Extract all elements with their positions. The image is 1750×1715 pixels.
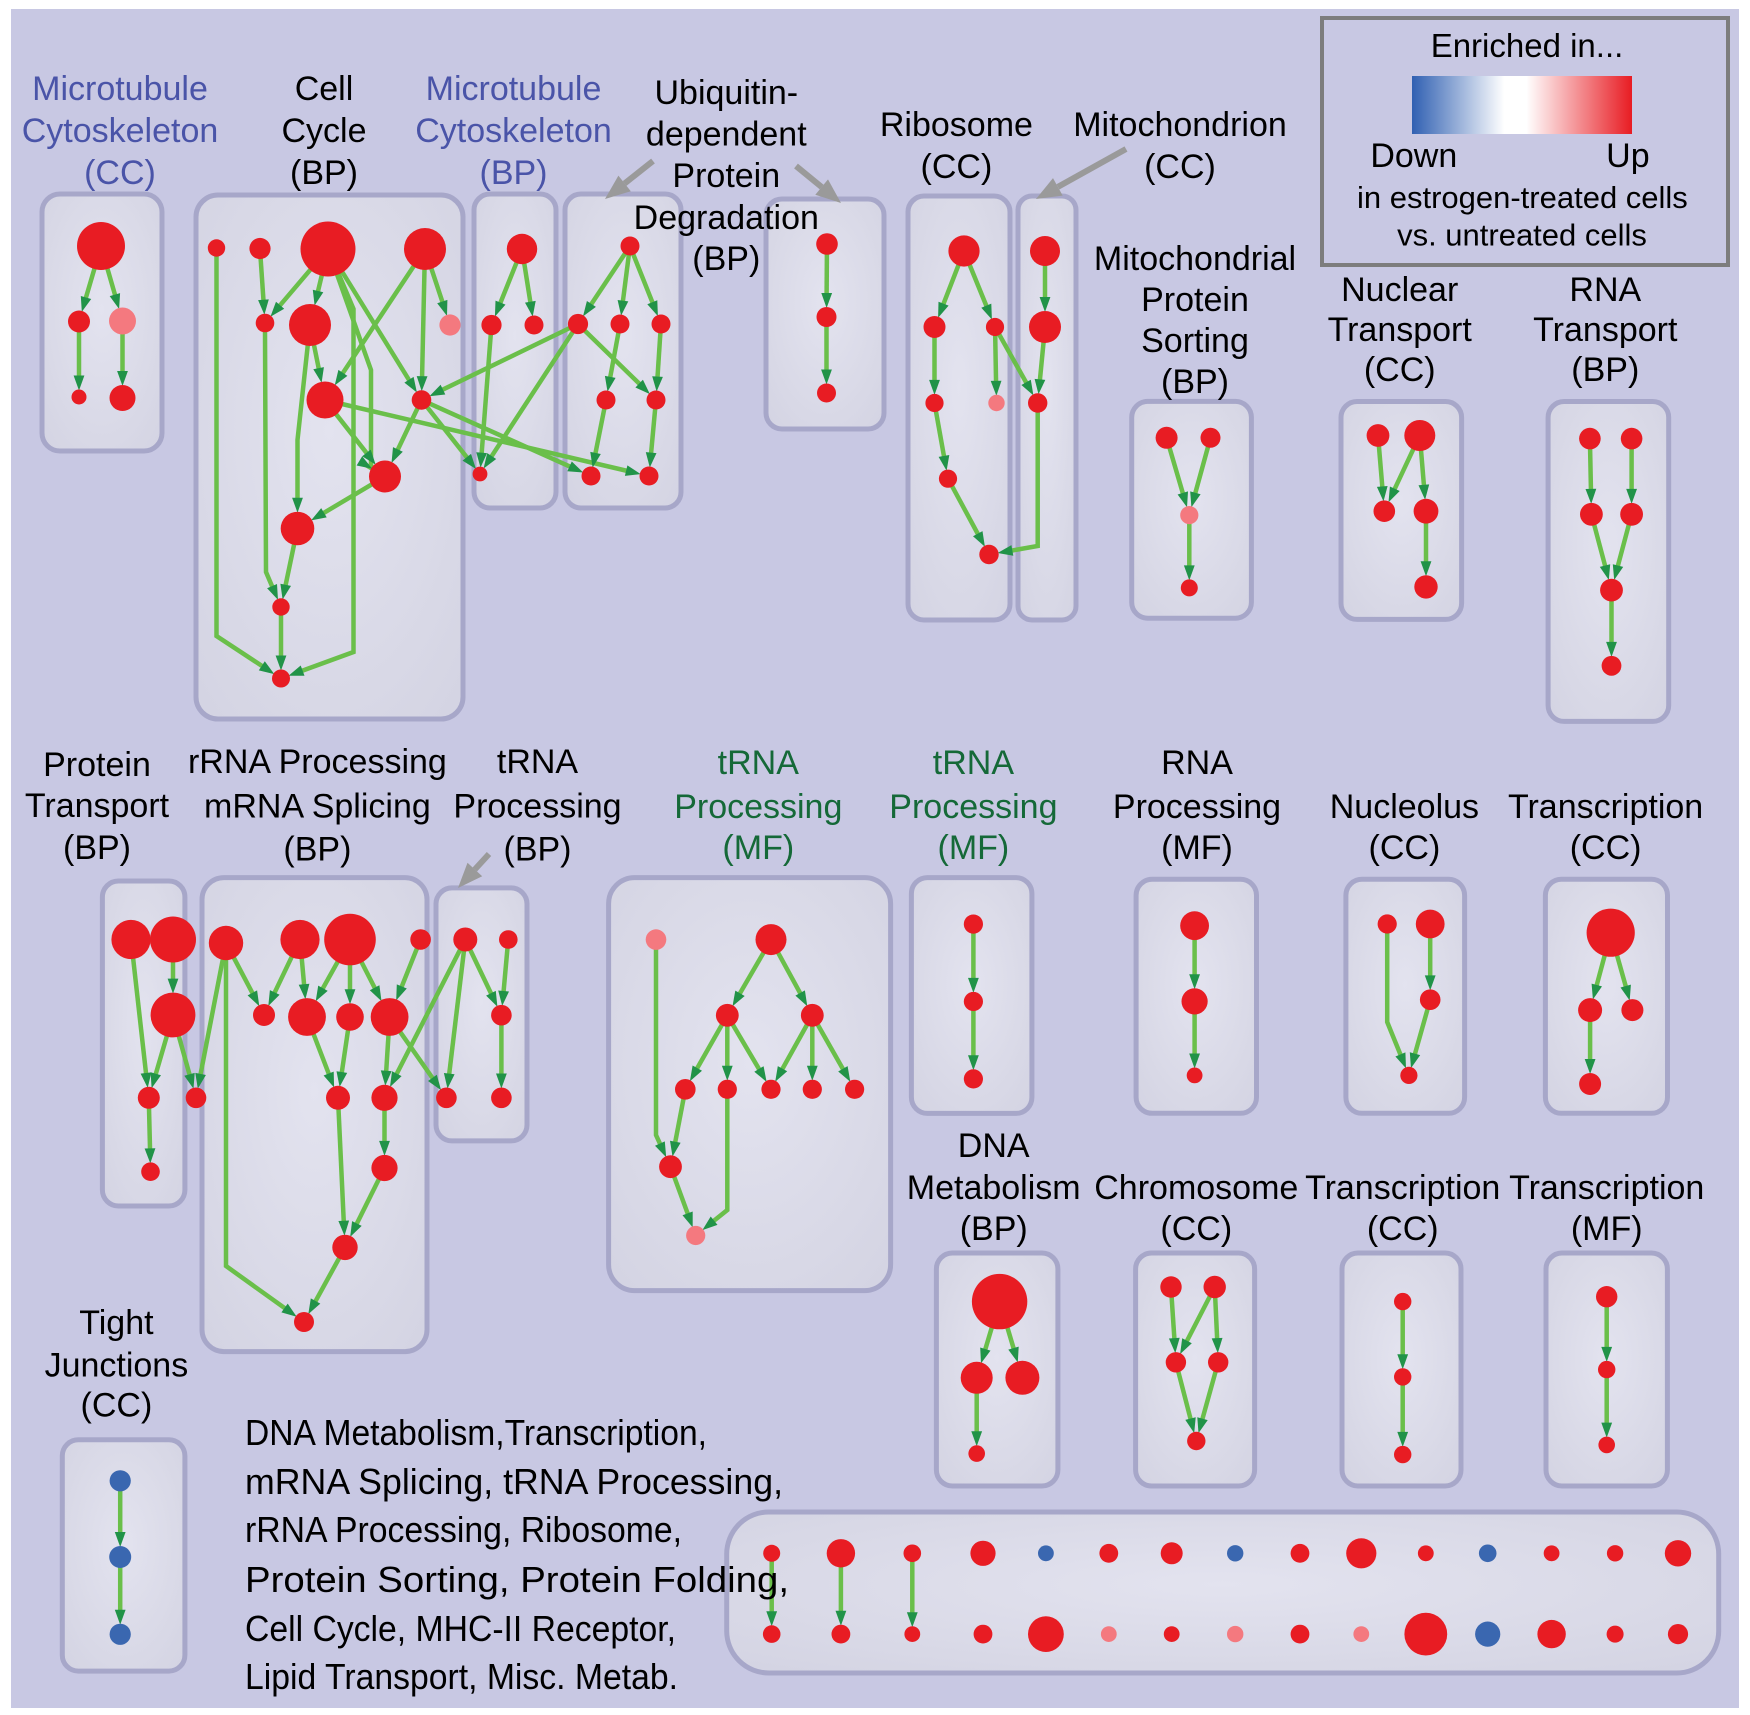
svg-text:Down: Down bbox=[1370, 137, 1457, 175]
svg-text:(CC): (CC) bbox=[921, 148, 993, 186]
svg-text:Protein Sorting, Protein Foldi: Protein Sorting, Protein Folding, bbox=[245, 1559, 789, 1600]
svg-text:Processing: Processing bbox=[453, 787, 621, 825]
svg-text:tRNA: tRNA bbox=[718, 744, 800, 782]
svg-text:rRNA Processing: rRNA Processing bbox=[188, 743, 447, 781]
svg-text:Cycle: Cycle bbox=[281, 112, 366, 150]
svg-text:Microtubule: Microtubule bbox=[32, 70, 208, 108]
svg-text:(MF): (MF) bbox=[1571, 1210, 1643, 1248]
svg-text:Processing: Processing bbox=[674, 788, 842, 826]
svg-text:Degradation: Degradation bbox=[634, 199, 819, 237]
svg-text:DNA: DNA bbox=[958, 1127, 1030, 1165]
svg-text:Metabolism: Metabolism bbox=[907, 1169, 1081, 1207]
svg-text:(BP): (BP) bbox=[960, 1210, 1028, 1248]
svg-text:(BP): (BP) bbox=[290, 154, 358, 192]
svg-text:Transport: Transport bbox=[25, 787, 170, 825]
svg-text:Processing: Processing bbox=[889, 788, 1057, 826]
svg-text:mRNA Splicing, tRNA Processing: mRNA Splicing, tRNA Processing, bbox=[245, 1461, 783, 1502]
svg-text:Cell: Cell bbox=[295, 70, 354, 108]
svg-text:in estrogen-treated cells: in estrogen-treated cells bbox=[1357, 180, 1688, 215]
svg-text:Processing: Processing bbox=[1113, 788, 1281, 826]
svg-text:(BP): (BP) bbox=[692, 240, 760, 278]
svg-text:(BP): (BP) bbox=[63, 829, 131, 867]
svg-text:RNA: RNA bbox=[1161, 744, 1233, 782]
svg-text:(CC): (CC) bbox=[1160, 1210, 1232, 1248]
svg-text:(MF): (MF) bbox=[938, 829, 1010, 867]
svg-text:Sorting: Sorting bbox=[1141, 322, 1249, 360]
svg-text:(CC): (CC) bbox=[1367, 1210, 1439, 1248]
svg-text:Ubiquitin-: Ubiquitin- bbox=[654, 74, 798, 112]
svg-text:(BP): (BP) bbox=[480, 154, 548, 192]
svg-text:Transcription: Transcription bbox=[1305, 1169, 1500, 1207]
svg-text:Up: Up bbox=[1606, 137, 1649, 175]
svg-text:Mitochondrial: Mitochondrial bbox=[1094, 240, 1296, 278]
svg-text:Microtubule: Microtubule bbox=[426, 70, 602, 108]
svg-text:Chromosome: Chromosome bbox=[1094, 1169, 1298, 1207]
svg-text:Transcription: Transcription bbox=[1508, 788, 1703, 826]
svg-text:Nuclear: Nuclear bbox=[1341, 271, 1458, 309]
svg-text:(CC): (CC) bbox=[81, 1387, 153, 1425]
svg-text:(BP): (BP) bbox=[1161, 363, 1229, 401]
svg-text:Cell Cycle, MHC-II Receptor,: Cell Cycle, MHC-II Receptor, bbox=[245, 1608, 676, 1649]
svg-text:Cytoskeleton: Cytoskeleton bbox=[415, 112, 612, 150]
svg-text:(CC): (CC) bbox=[1369, 829, 1441, 867]
svg-text:(CC): (CC) bbox=[1570, 829, 1642, 867]
svg-text:dependent: dependent bbox=[646, 116, 807, 154]
svg-text:(CC): (CC) bbox=[1144, 148, 1216, 186]
svg-text:vs. untreated cells: vs. untreated cells bbox=[1397, 218, 1647, 253]
svg-text:mRNA Splicing: mRNA Splicing bbox=[204, 787, 431, 825]
svg-text:DNA Metabolism,Transcription,: DNA Metabolism,Transcription, bbox=[245, 1412, 707, 1453]
svg-text:(MF): (MF) bbox=[1161, 829, 1233, 867]
svg-text:Cytoskeleton: Cytoskeleton bbox=[22, 112, 219, 150]
svg-text:rRNA Processing, Ribosome,: rRNA Processing, Ribosome, bbox=[245, 1509, 682, 1550]
svg-text:Transcription: Transcription bbox=[1509, 1169, 1704, 1207]
svg-text:tRNA: tRNA bbox=[497, 743, 579, 781]
svg-text:Ribosome: Ribosome bbox=[880, 106, 1033, 144]
svg-text:(BP): (BP) bbox=[504, 830, 572, 868]
svg-text:Protein: Protein bbox=[672, 157, 780, 195]
svg-text:(CC): (CC) bbox=[1364, 351, 1436, 389]
svg-text:(MF): (MF) bbox=[722, 829, 794, 867]
svg-text:RNA: RNA bbox=[1569, 271, 1641, 309]
svg-text:Protein: Protein bbox=[1141, 281, 1249, 319]
svg-text:Enriched in...: Enriched in... bbox=[1431, 27, 1624, 64]
svg-text:Lipid Transport, Misc. Metab.: Lipid Transport, Misc. Metab. bbox=[245, 1656, 678, 1697]
svg-text:Tight: Tight bbox=[79, 1304, 154, 1342]
svg-text:Transport: Transport bbox=[1328, 311, 1473, 349]
svg-text:(BP): (BP) bbox=[1571, 351, 1639, 389]
svg-text:Transport: Transport bbox=[1533, 311, 1678, 349]
svg-text:(CC): (CC) bbox=[84, 154, 156, 192]
svg-text:Nucleolus: Nucleolus bbox=[1330, 788, 1479, 826]
svg-text:Protein: Protein bbox=[43, 746, 151, 784]
svg-text:Junctions: Junctions bbox=[45, 1346, 189, 1384]
svg-text:(BP): (BP) bbox=[283, 830, 351, 868]
svg-text:Mitochondrion: Mitochondrion bbox=[1073, 106, 1287, 144]
svg-text:tRNA: tRNA bbox=[933, 744, 1015, 782]
